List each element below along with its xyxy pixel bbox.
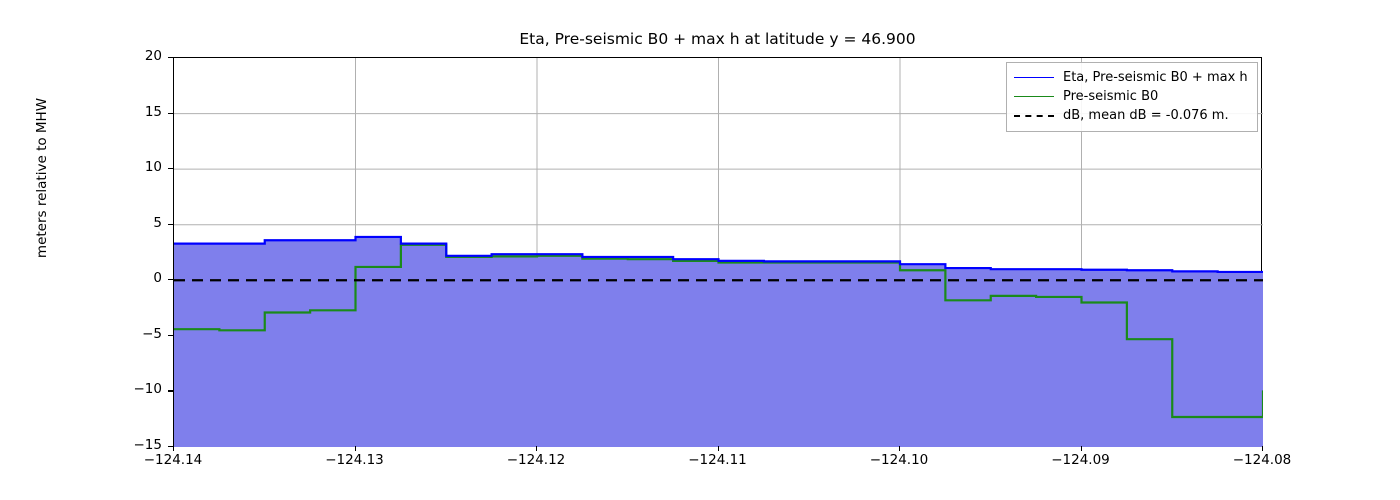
y-tick-mark [168, 223, 173, 225]
y-tick-mark [168, 390, 173, 392]
x-tick-label: −124.14 [143, 452, 203, 468]
b0-step-line [174, 243, 1263, 419]
legend-label: Eta, Pre-seismic B0 + max h [1063, 70, 1248, 85]
legend-swatch-line-icon [1014, 71, 1054, 85]
x-tick-mark [354, 446, 356, 451]
y-tick-label: −10 [133, 381, 163, 398]
y-tick-mark [168, 446, 173, 448]
y-tick-mark [168, 334, 173, 336]
x-tick-mark [1080, 446, 1082, 451]
page-title: Eta, Pre-seismic B0 + max h at latitude … [519, 30, 916, 48]
legend-label: Pre-seismic B0 [1063, 89, 1159, 104]
y-tick-mark [168, 57, 173, 59]
y-tick-label: 0 [153, 270, 162, 287]
eta-fill-area [174, 236, 1263, 447]
y-tick-label: 20 [144, 48, 162, 64]
x-tick-label: −124.12 [506, 452, 566, 468]
legend-swatch-dashed-icon [1014, 109, 1054, 123]
x-tick-mark [717, 446, 719, 451]
x-tick-mark [173, 446, 175, 451]
y-tick-label: 15 [144, 103, 162, 120]
y-tick-label: −15 [133, 437, 163, 453]
x-tick-label: −124.09 [1051, 452, 1110, 468]
x-tick-label: −124.11 [688, 452, 747, 468]
y-tick-mark [168, 112, 173, 114]
chart-svg [174, 58, 1263, 447]
y-tick-label: 5 [153, 214, 162, 231]
legend-item-eta: Eta, Pre-seismic B0 + max h [1014, 68, 1250, 87]
x-tick-label: −124.13 [325, 452, 384, 468]
x-tick-mark [536, 446, 538, 451]
y-axis-label: meters relative to MHW [34, 97, 50, 259]
legend: Eta, Pre-seismic B0 + max h Pre-seismic … [1006, 62, 1258, 132]
legend-item-db: dB, mean dB = -0.076 m. [1014, 106, 1250, 125]
legend-swatch-line-icon [1014, 90, 1054, 104]
y-tick-mark [168, 279, 173, 281]
y-tick-mark [168, 168, 173, 170]
legend-label: dB, mean dB = -0.076 m. [1063, 108, 1229, 123]
x-tick-label: −124.10 [869, 452, 929, 468]
y-tick-label: −5 [142, 325, 162, 342]
x-tick-mark [1262, 446, 1264, 451]
x-tick-label: −124.08 [1232, 452, 1292, 468]
eta-step-line [174, 235, 1263, 274]
x-tick-mark [899, 446, 901, 451]
y-tick-label: 10 [144, 159, 162, 176]
legend-item-b0: Pre-seismic B0 [1014, 87, 1250, 106]
